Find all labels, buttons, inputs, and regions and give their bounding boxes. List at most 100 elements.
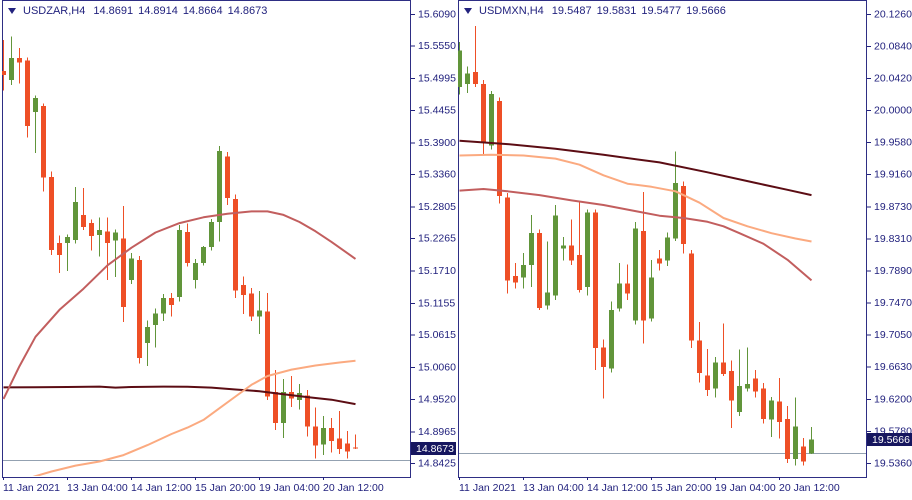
candle-body	[545, 292, 550, 306]
y-tick-label: 14.9520	[418, 393, 456, 405]
candle-body	[641, 230, 646, 321]
candle-body	[753, 378, 758, 392]
x-tick-label: 13 Jan 04:00	[67, 482, 128, 494]
candle-body	[25, 60, 30, 126]
candle-body	[265, 311, 270, 397]
candle-body	[281, 391, 286, 423]
x-tick-label: 15 Jan 20:00	[651, 482, 712, 494]
y-tick-label: 15.4995	[418, 73, 456, 85]
candle-body	[49, 176, 54, 251]
candles-layer	[458, 26, 814, 466]
candle-body	[577, 255, 582, 291]
y-tick-label: 19.7890	[874, 265, 912, 277]
x-tick-label: 19 Jan 04:00	[715, 482, 776, 494]
candle-body	[625, 283, 630, 294]
candle-body	[697, 340, 702, 374]
candle-body	[777, 401, 782, 422]
y-tick-label: 15.2805	[418, 201, 456, 213]
candle-body	[65, 237, 70, 244]
ma-dark-maroon	[459, 139, 812, 197]
y-tick-label: 15.4455	[418, 104, 456, 116]
candle-body	[737, 386, 742, 413]
candle-body	[193, 262, 198, 280]
candle-body	[505, 197, 510, 281]
ma-medium-red	[459, 188, 813, 282]
y-axis-price-scale[interactable]: 20.1260 20.0840 20.0420 20.0000 19.9580 19.91…	[867, 9, 912, 470]
candle-body	[137, 260, 142, 358]
candle-body	[233, 199, 238, 291]
candle-body	[513, 275, 518, 283]
candle-body	[761, 388, 766, 419]
candle-body	[345, 443, 350, 452]
candle-body	[201, 247, 206, 263]
y-tick-label: 15.5550	[418, 40, 456, 52]
collapse-ohlc-icon[interactable]	[8, 8, 16, 14]
candle-body	[257, 310, 262, 317]
candle-body	[633, 228, 638, 321]
candle-body	[41, 105, 46, 178]
candle-body	[529, 233, 534, 266]
candle-body	[657, 258, 662, 264]
candle-body	[705, 375, 710, 390]
chart-frame	[2, 0, 411, 478]
y-tick-label: 19.9160	[874, 168, 912, 180]
candle-body	[593, 212, 598, 349]
x-tick-label: 20 Jan 12:00	[323, 482, 384, 494]
candle-body	[745, 383, 750, 389]
candle-body	[9, 57, 14, 81]
ma-dark-maroon	[3, 385, 356, 406]
candle-body	[681, 185, 686, 244]
candlestick-chart[interactable]: 20.1260 20.0840 20.0420 20.0000 19.9580 19.91…	[456, 0, 912, 500]
candle-body	[2, 70, 6, 75]
candle-body	[89, 223, 94, 237]
x-tick-label: 11 Jan 2021	[3, 482, 60, 494]
candles-layer	[2, 36, 358, 459]
candle-body	[305, 395, 310, 427]
y-tick-label: 15.1155	[418, 298, 455, 310]
y-tick-label: 14.8965	[418, 426, 456, 438]
x-tick-label: 14 Jan 12:00	[131, 482, 192, 494]
candle-body	[561, 245, 566, 249]
x-tick-label: 20 Jan 12:00	[779, 482, 840, 494]
candle-body	[225, 156, 230, 198]
collapse-ohlc-icon[interactable]	[464, 8, 472, 14]
candle-body	[458, 50, 462, 88]
candle-body	[209, 221, 214, 248]
candle-body	[585, 212, 590, 288]
candle-body	[665, 237, 670, 261]
y-tick-label: 15.0615	[418, 329, 456, 341]
ma-salmon	[459, 153, 812, 243]
candle-body	[809, 439, 814, 454]
x-axis-time-scale[interactable]: 11 Jan 2021 13 Jan 04:00 14 Jan 12:00 15 Ja…	[3, 477, 384, 494]
candle-body	[465, 73, 470, 85]
candle-body	[57, 243, 62, 255]
candle-body	[161, 298, 166, 314]
y-tick-label: 15.6090	[418, 9, 456, 21]
candle-body	[81, 214, 86, 228]
chart-panel-usdmxn[interactable]: USDMXN,H4 19.5487 19.5831 19.5477 19.566…	[456, 0, 912, 500]
y-tick-label: 15.3900	[418, 137, 456, 149]
x-axis-time-scale[interactable]: 11 Jan 2021 13 Jan 04:00 14 Jan 12:00 15 Ja…	[459, 477, 840, 494]
candle-body	[489, 93, 494, 146]
y-tick-label: 19.8730	[874, 201, 912, 213]
candle-body	[105, 231, 110, 244]
y-tick-label: 19.8310	[874, 233, 912, 245]
candle-body	[553, 215, 558, 296]
candle-body	[769, 400, 774, 420]
candle-body	[793, 426, 798, 460]
y-axis-price-scale[interactable]: 15.6090 15.5550 15.4995 15.4455 15.3900 15.33…	[411, 9, 456, 470]
candle-body	[569, 245, 574, 261]
y-tick-label: 15.2265	[418, 233, 456, 245]
chart-panel-usdzar[interactable]: USDZAR,H4 14.8691 14.8914 14.8664 14.867…	[0, 0, 456, 500]
current-price-box: 14.8673	[411, 441, 456, 455]
candle-body	[17, 57, 22, 63]
candle-body	[649, 277, 654, 319]
current-price-box: 19.5666	[867, 433, 912, 447]
candle-body	[353, 447, 358, 449]
y-tick-label: 19.7470	[874, 297, 912, 309]
candle-body	[241, 285, 246, 296]
candle-body	[313, 426, 318, 446]
candlestick-chart[interactable]: 15.6090 15.5550 15.4995 15.4455 15.3900 15.33…	[0, 0, 456, 500]
candle-body	[113, 232, 118, 241]
candle-body	[497, 100, 502, 196]
